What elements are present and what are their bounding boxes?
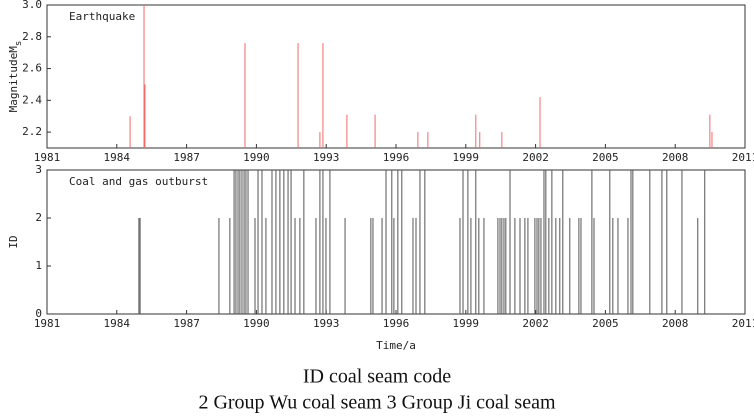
x-axis-label: Time/a [376, 339, 416, 352]
x-tick-label: 1987 [173, 317, 200, 330]
y-tick-label: 0 [35, 307, 42, 320]
x-tick-label: 1981 [34, 317, 61, 330]
caption-line: ID coal seam code [303, 366, 451, 388]
x-tick-label: 1990 [243, 151, 270, 164]
y-axis-label-main: MagnitudeM [7, 46, 20, 113]
y-tick-label: 2.6 [22, 62, 42, 75]
y-axis-label-sub: s [14, 41, 24, 46]
x-tick-label: 2011 [732, 151, 754, 164]
panel-title: Earthquake [69, 10, 135, 23]
x-tick-label: 2011 [732, 317, 754, 330]
x-tick-label: 2002 [522, 151, 549, 164]
x-tick-label: 2005 [592, 151, 619, 164]
x-tick-label: 1981 [34, 151, 61, 164]
x-tick-label: 2008 [662, 151, 689, 164]
y-axis-label: MagnitudeMs [7, 41, 24, 113]
x-tick-label: 1993 [313, 317, 340, 330]
y-tick-label: 3 [35, 163, 42, 176]
y-tick-label: 2.4 [22, 93, 42, 106]
plot-frame [46, 169, 746, 315]
x-tick-label: 1990 [243, 317, 270, 330]
y-tick-label: 1 [35, 259, 42, 272]
x-tick-label: 1996 [383, 151, 410, 164]
x-tick-label: 1996 [383, 317, 410, 330]
y-axis-label: ID [7, 235, 20, 248]
y-tick-label: 3.0 [22, 0, 42, 11]
x-tick-label: 1993 [313, 151, 340, 164]
x-tick-label: 2002 [522, 317, 549, 330]
plot-frame [46, 4, 746, 149]
y-tick-label: 2.2 [22, 125, 42, 138]
x-tick-label: 2008 [662, 317, 689, 330]
x-tick-label: 2005 [592, 317, 619, 330]
caption-line: 2 Group Wu coal seam 3 Group Ji coal sea… [198, 392, 556, 414]
y-tick-label: 2.8 [22, 30, 42, 43]
x-tick-label: 1999 [453, 317, 480, 330]
x-tick-label: 1984 [104, 151, 131, 164]
y-tick-label: 2 [35, 211, 42, 224]
panel-title: Coal and gas outburst [69, 175, 208, 188]
x-tick-label: 1999 [453, 151, 480, 164]
y-axis-label-main: ID [7, 235, 20, 248]
x-tick-label: 1987 [173, 151, 200, 164]
x-tick-label: 1984 [104, 317, 131, 330]
